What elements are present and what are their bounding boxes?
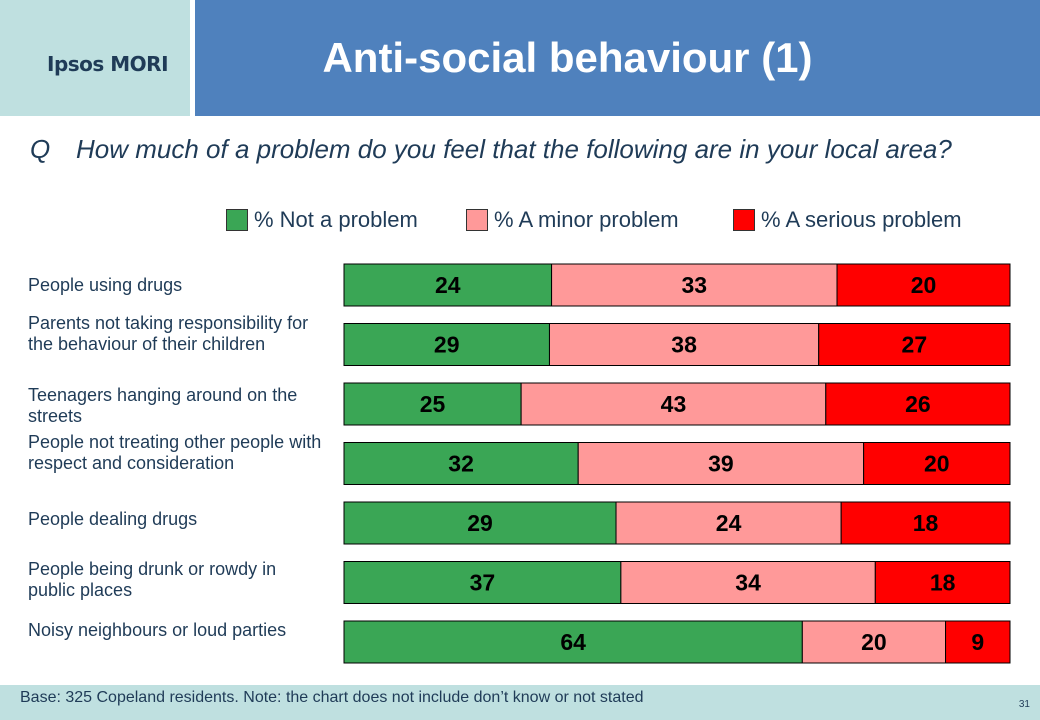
legend-label-minor-problem: % A minor problem bbox=[494, 207, 679, 232]
data-label: 20 bbox=[911, 272, 937, 298]
data-label: 64 bbox=[560, 629, 586, 655]
bar-serious-problem bbox=[840, 501, 1011, 545]
category-label: People being drunk or rowdy in public pl… bbox=[28, 559, 277, 600]
data-label: 26 bbox=[905, 391, 931, 417]
question-text: How much of a problem do you feel that t… bbox=[76, 134, 952, 164]
bar-not-a-problem bbox=[343, 263, 553, 307]
data-label: 32 bbox=[448, 451, 474, 477]
legend-label-not-a-problem: % Not a problem bbox=[254, 207, 418, 232]
category-label: Parents not taking responsibility for th… bbox=[28, 313, 309, 354]
logo-panel: Ipsos MORI bbox=[0, 0, 190, 116]
footer: Base: 325 Copeland residents. Note: the … bbox=[0, 685, 1040, 720]
question-marker: Q bbox=[30, 134, 51, 164]
bar-serious-problem bbox=[863, 442, 1011, 485]
data-label: 39 bbox=[708, 451, 734, 477]
category-label: Noisy neighbours or loud parties bbox=[28, 620, 287, 640]
data-label: 25 bbox=[420, 391, 446, 417]
page-number: 31 bbox=[1018, 699, 1030, 710]
data-label: 27 bbox=[902, 332, 928, 358]
bar-serious-problem bbox=[818, 323, 1011, 366]
ipsos-mori-logo: Ipsos MORI bbox=[47, 52, 169, 76]
data-label: 29 bbox=[434, 332, 460, 358]
bar-not-a-problem bbox=[343, 501, 617, 545]
legend-swatch-minor-problem bbox=[466, 209, 488, 231]
title-panel: Anti-social behaviour (1) bbox=[195, 0, 1040, 116]
category-label: People using drugs bbox=[28, 275, 183, 295]
data-label: 18 bbox=[913, 510, 939, 536]
data-label: 24 bbox=[716, 510, 742, 536]
bar-not-a-problem bbox=[343, 323, 550, 366]
bar-minor-problem bbox=[801, 620, 947, 664]
data-label: 18 bbox=[930, 570, 956, 596]
data-label: 29 bbox=[467, 510, 493, 536]
data-label: 20 bbox=[861, 629, 887, 655]
bar-not-a-problem bbox=[343, 620, 803, 664]
bar-serious-problem bbox=[836, 263, 1011, 307]
data-label: 34 bbox=[735, 570, 761, 596]
data-label: 9 bbox=[971, 629, 984, 655]
legend-swatch-not-a-problem bbox=[226, 209, 248, 231]
data-label: 33 bbox=[682, 272, 708, 298]
base-note: Base: 325 Copeland residents. Note: the … bbox=[20, 689, 644, 706]
bar-minor-problem bbox=[520, 382, 827, 426]
bar-minor-problem bbox=[615, 501, 842, 545]
bar-minor-problem bbox=[551, 263, 838, 307]
page-title: Anti-social behaviour (1) bbox=[322, 34, 813, 81]
data-label: 38 bbox=[671, 332, 697, 358]
data-label: 20 bbox=[924, 451, 950, 477]
bar-minor-problem bbox=[548, 323, 820, 366]
bar-not-a-problem bbox=[343, 561, 622, 604]
data-label: 43 bbox=[661, 391, 687, 417]
bar-serious-problem bbox=[945, 620, 1011, 664]
data-label: 37 bbox=[470, 570, 496, 596]
data-label: 24 bbox=[435, 272, 461, 298]
category-label: People not treating other people with re… bbox=[28, 432, 322, 473]
bar-serious-problem bbox=[874, 561, 1011, 604]
bar-minor-problem bbox=[620, 561, 876, 604]
bar-not-a-problem bbox=[343, 382, 522, 426]
category-label: People dealing drugs bbox=[28, 509, 198, 529]
bar-minor-problem bbox=[577, 442, 865, 485]
bar-serious-problem bbox=[825, 382, 1011, 426]
legend-swatch-serious-problem bbox=[733, 209, 755, 231]
category-label: Teenagers hanging around on the streets bbox=[28, 385, 298, 426]
legend-label-serious-problem: % A serious problem bbox=[761, 207, 962, 232]
